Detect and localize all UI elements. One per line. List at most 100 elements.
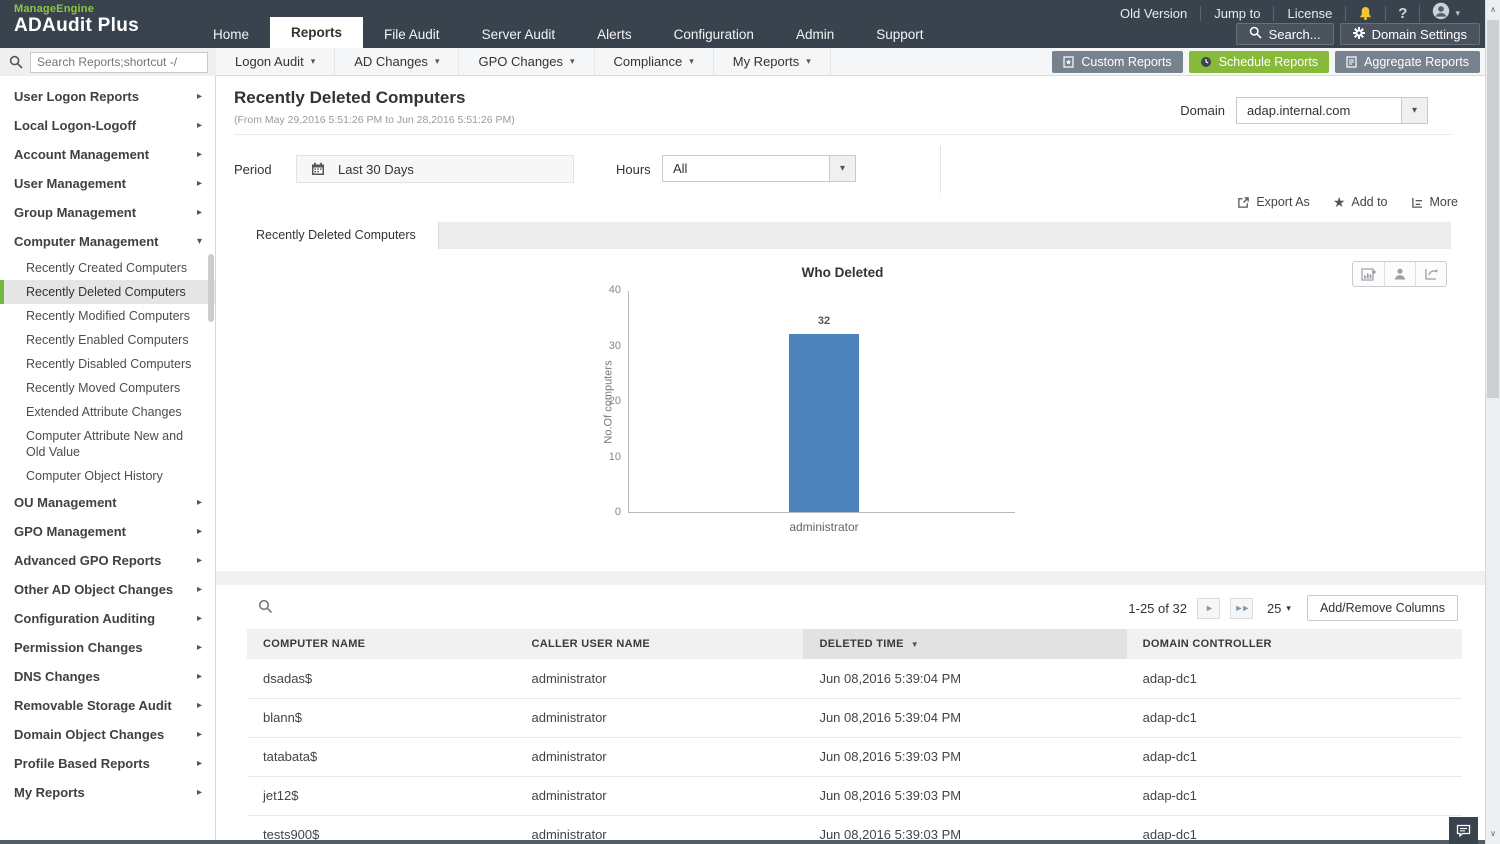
chart-user-filter-button[interactable] (1384, 262, 1415, 286)
report-search-input[interactable] (30, 51, 208, 73)
chevron-right-icon: ▸ (196, 497, 202, 508)
menu-compliance[interactable]: Compliance ▾ (595, 48, 714, 75)
sidebar-item-recently-disabled-computers[interactable]: Recently Disabled Computers (26, 357, 192, 371)
license-link[interactable]: License (1274, 5, 1347, 21)
chart-panel: Who Deleted 40 30 20 10 0 No.Of computer… (234, 249, 1451, 571)
sidebar-item-gpo-management[interactable]: GPO Management ▸ (14, 524, 202, 539)
chevron-down-icon: ▾ (1286, 602, 1291, 613)
chart-refresh-button[interactable] (1415, 262, 1446, 286)
report-icon (1346, 56, 1357, 68)
sidebar-item-recently-deleted-computers[interactable]: Recently Deleted Computers (0, 280, 215, 304)
sidebar-item-configuration-auditing[interactable]: Configuration Auditing ▸ (14, 611, 202, 626)
sidebar-item-permission-changes[interactable]: Permission Changes ▸ (14, 640, 202, 655)
export-as-button[interactable]: Export As (1237, 195, 1310, 209)
domain-select[interactable]: adap.internal.com ▾ (1236, 97, 1428, 124)
sidebar-item-local-logon-logoff[interactable]: Local Logon-Logoff ▸ (14, 118, 202, 133)
export-icon (1238, 196, 1250, 208)
chevron-right-icon: ▸ (196, 120, 202, 131)
schedule-reports-button[interactable]: Schedule Reports (1188, 51, 1330, 73)
aggregate-reports-button[interactable]: Aggregate Reports (1335, 51, 1480, 73)
page-size-select[interactable]: 25 ▾ (1266, 600, 1291, 616)
last-page-button[interactable]: ►► (1229, 597, 1253, 619)
sidebar-item-removable-storage-audit[interactable]: Removable Storage Audit ▸ (14, 698, 202, 713)
chart-type-button[interactable] (1353, 262, 1384, 286)
x-axis-category: administrator (789, 520, 859, 534)
sidebar-item-my-reports[interactable]: My Reports ▸ (14, 785, 202, 800)
more-button[interactable]: More (1411, 195, 1458, 209)
custom-reports-button[interactable]: Custom Reports (1052, 51, 1183, 73)
column-header-domain-controller[interactable]: DOMAIN CONTROLLER (1126, 629, 1462, 659)
table-row[interactable]: tests900$ administrator Jun 08,2016 5:39:0… (247, 815, 1462, 844)
feedback-chat-button[interactable] (1449, 817, 1478, 844)
sidebar-item-advanced-gpo-reports[interactable]: Advanced GPO Reports ▸ (14, 553, 202, 568)
sidebar-item-group-management[interactable]: Group Management ▸ (14, 205, 202, 220)
old-version-link[interactable]: Old Version (1107, 5, 1202, 21)
help-icon[interactable]: ? (1386, 4, 1421, 22)
table-header-row: COMPUTER NAME CALLER USER NAME DELETED T… (247, 629, 1462, 659)
sidebar-scrollbar-thumb[interactable] (208, 254, 214, 322)
sidebar-item-extended-attribute-changes[interactable]: Extended Attribute Changes (26, 405, 182, 419)
column-header-caller-user-name[interactable]: CALLER USER NAME (515, 629, 804, 659)
report-sidebar: User Logon Reports ▸ Local Logon-Logoff ▸ … (0, 76, 216, 844)
scroll-up-arrow[interactable]: ∧ (1490, 5, 1496, 14)
nav-tab-file-audit[interactable]: File Audit (384, 27, 440, 42)
menu-ad-changes[interactable]: AD Changes ▾ (335, 48, 460, 75)
page-scrollbar[interactable]: ∧ ∨ (1485, 0, 1500, 844)
horizontal-scrollbar[interactable] (0, 840, 1485, 844)
tab-recently-deleted-computers[interactable]: Recently Deleted Computers (234, 222, 439, 249)
nav-tab-configuration[interactable]: Configuration (673, 27, 754, 42)
sidebar-item-user-logon-reports[interactable]: User Logon Reports ▸ (14, 89, 202, 104)
y-axis-label: No.Of computers (602, 359, 615, 444)
nav-tab-server-audit[interactable]: Server Audit (481, 27, 556, 42)
sidebar-item-user-management[interactable]: User Management ▸ (14, 176, 202, 191)
sidebar-item-recently-created-computers[interactable]: Recently Created Computers (26, 261, 188, 275)
hours-select[interactable]: All ▾ (662, 155, 856, 182)
chart-bar[interactable] (789, 334, 859, 512)
table-row[interactable]: blann$ administrator Jun 08,2016 5:39:04 P… (247, 698, 1462, 738)
sidebar-item-computer-object-history[interactable]: Computer Object History (26, 469, 163, 483)
global-search-button[interactable]: Search... (1235, 23, 1334, 45)
sidebar-item-recently-modified-computers[interactable]: Recently Modified Computers (26, 309, 190, 323)
sidebar-item-ou-management[interactable]: OU Management ▸ (14, 495, 202, 510)
sidebar-item-computer-management[interactable]: Computer Management ▾ (14, 234, 202, 249)
table-search-button[interactable] (258, 599, 273, 619)
sidebar-item-recently-moved-computers[interactable]: Recently Moved Computers (26, 381, 181, 395)
nav-tab-reports[interactable]: Reports (270, 17, 364, 48)
table-row[interactable]: jet12$ administrator Jun 08,2016 5:39:03 P… (247, 776, 1462, 816)
sidebar-item-domain-object-changes[interactable]: Domain Object Changes ▸ (14, 727, 202, 742)
table-row[interactable]: dsadas$ administrator Jun 08,2016 5:39:04 … (247, 659, 1462, 699)
column-header-computer-name[interactable]: COMPUTER NAME (247, 629, 516, 659)
scroll-down-arrow[interactable]: ∨ (1490, 829, 1496, 838)
notifications-bell-icon[interactable] (1346, 5, 1387, 21)
nav-tab-home[interactable]: Home (213, 27, 250, 42)
menu-my-reports[interactable]: My Reports ▾ (714, 48, 831, 75)
nav-tab-alerts[interactable]: Alerts (597, 27, 632, 42)
nav-tab-admin[interactable]: Admin (795, 27, 835, 42)
chevron-down-icon: ▾ (1401, 98, 1427, 123)
nav-tab-support[interactable]: Support (876, 27, 924, 42)
y-axis-tick: 30 (608, 340, 621, 352)
next-page-button[interactable]: ► (1196, 597, 1220, 619)
table-row[interactable]: tatabata$ administrator Jun 08,2016 5:39:0… (247, 737, 1462, 777)
sidebar-item-profile-based-reports[interactable]: Profile Based Reports ▸ (14, 756, 202, 771)
chevron-down-icon: ▾ (570, 56, 575, 66)
add-to-button[interactable]: ★ Add to (1332, 194, 1388, 210)
sidebar-item-dns-changes[interactable]: DNS Changes ▸ (14, 669, 202, 684)
column-header-deleted-time[interactable]: DELETED TIME ▼ (803, 629, 1127, 659)
avatar-icon (1432, 2, 1450, 25)
scrollbar-thumb[interactable] (1487, 20, 1499, 398)
sidebar-item-computer-attribute-new-old[interactable]: Computer Attribute New and Old Value (26, 429, 184, 459)
jump-to-link[interactable]: Jump to (1201, 5, 1275, 21)
sidebar-item-recently-enabled-computers[interactable]: Recently Enabled Computers (26, 333, 189, 347)
menu-gpo-changes[interactable]: GPO Changes ▾ (459, 48, 595, 75)
menu-logon-audit[interactable]: Logon Audit ▾ (216, 48, 336, 75)
sidebar-item-account-management[interactable]: Account Management ▸ (14, 147, 202, 162)
user-avatar-menu[interactable]: ▾ (1420, 2, 1472, 25)
app-logo[interactable]: ManageEngine ADAudit Plus (14, 3, 139, 37)
results-table: COMPUTER NAME CALLER USER NAME DELETED T… (247, 629, 1462, 844)
domain-settings-button[interactable]: Domain Settings (1339, 23, 1480, 45)
add-remove-columns-button[interactable]: Add/Remove Columns (1306, 595, 1458, 621)
more-icon (1411, 197, 1422, 208)
period-picker[interactable]: Last 30 Days (296, 155, 574, 183)
sidebar-item-other-ad-object-changes[interactable]: Other AD Object Changes ▸ (14, 582, 202, 597)
